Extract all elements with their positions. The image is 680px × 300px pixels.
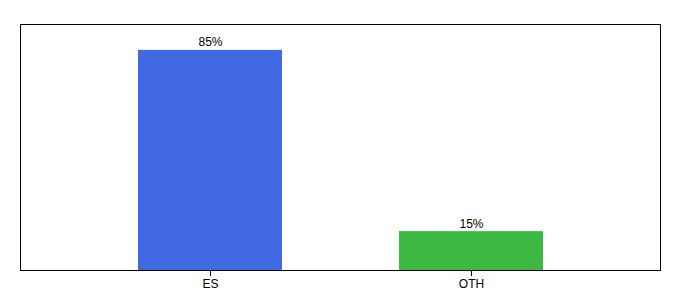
svg-text:ES: ES — [202, 277, 218, 291]
svg-text:85%: 85% — [198, 35, 222, 49]
svg-text:15%: 15% — [459, 216, 483, 230]
svg-text:OTH: OTH — [459, 277, 484, 291]
